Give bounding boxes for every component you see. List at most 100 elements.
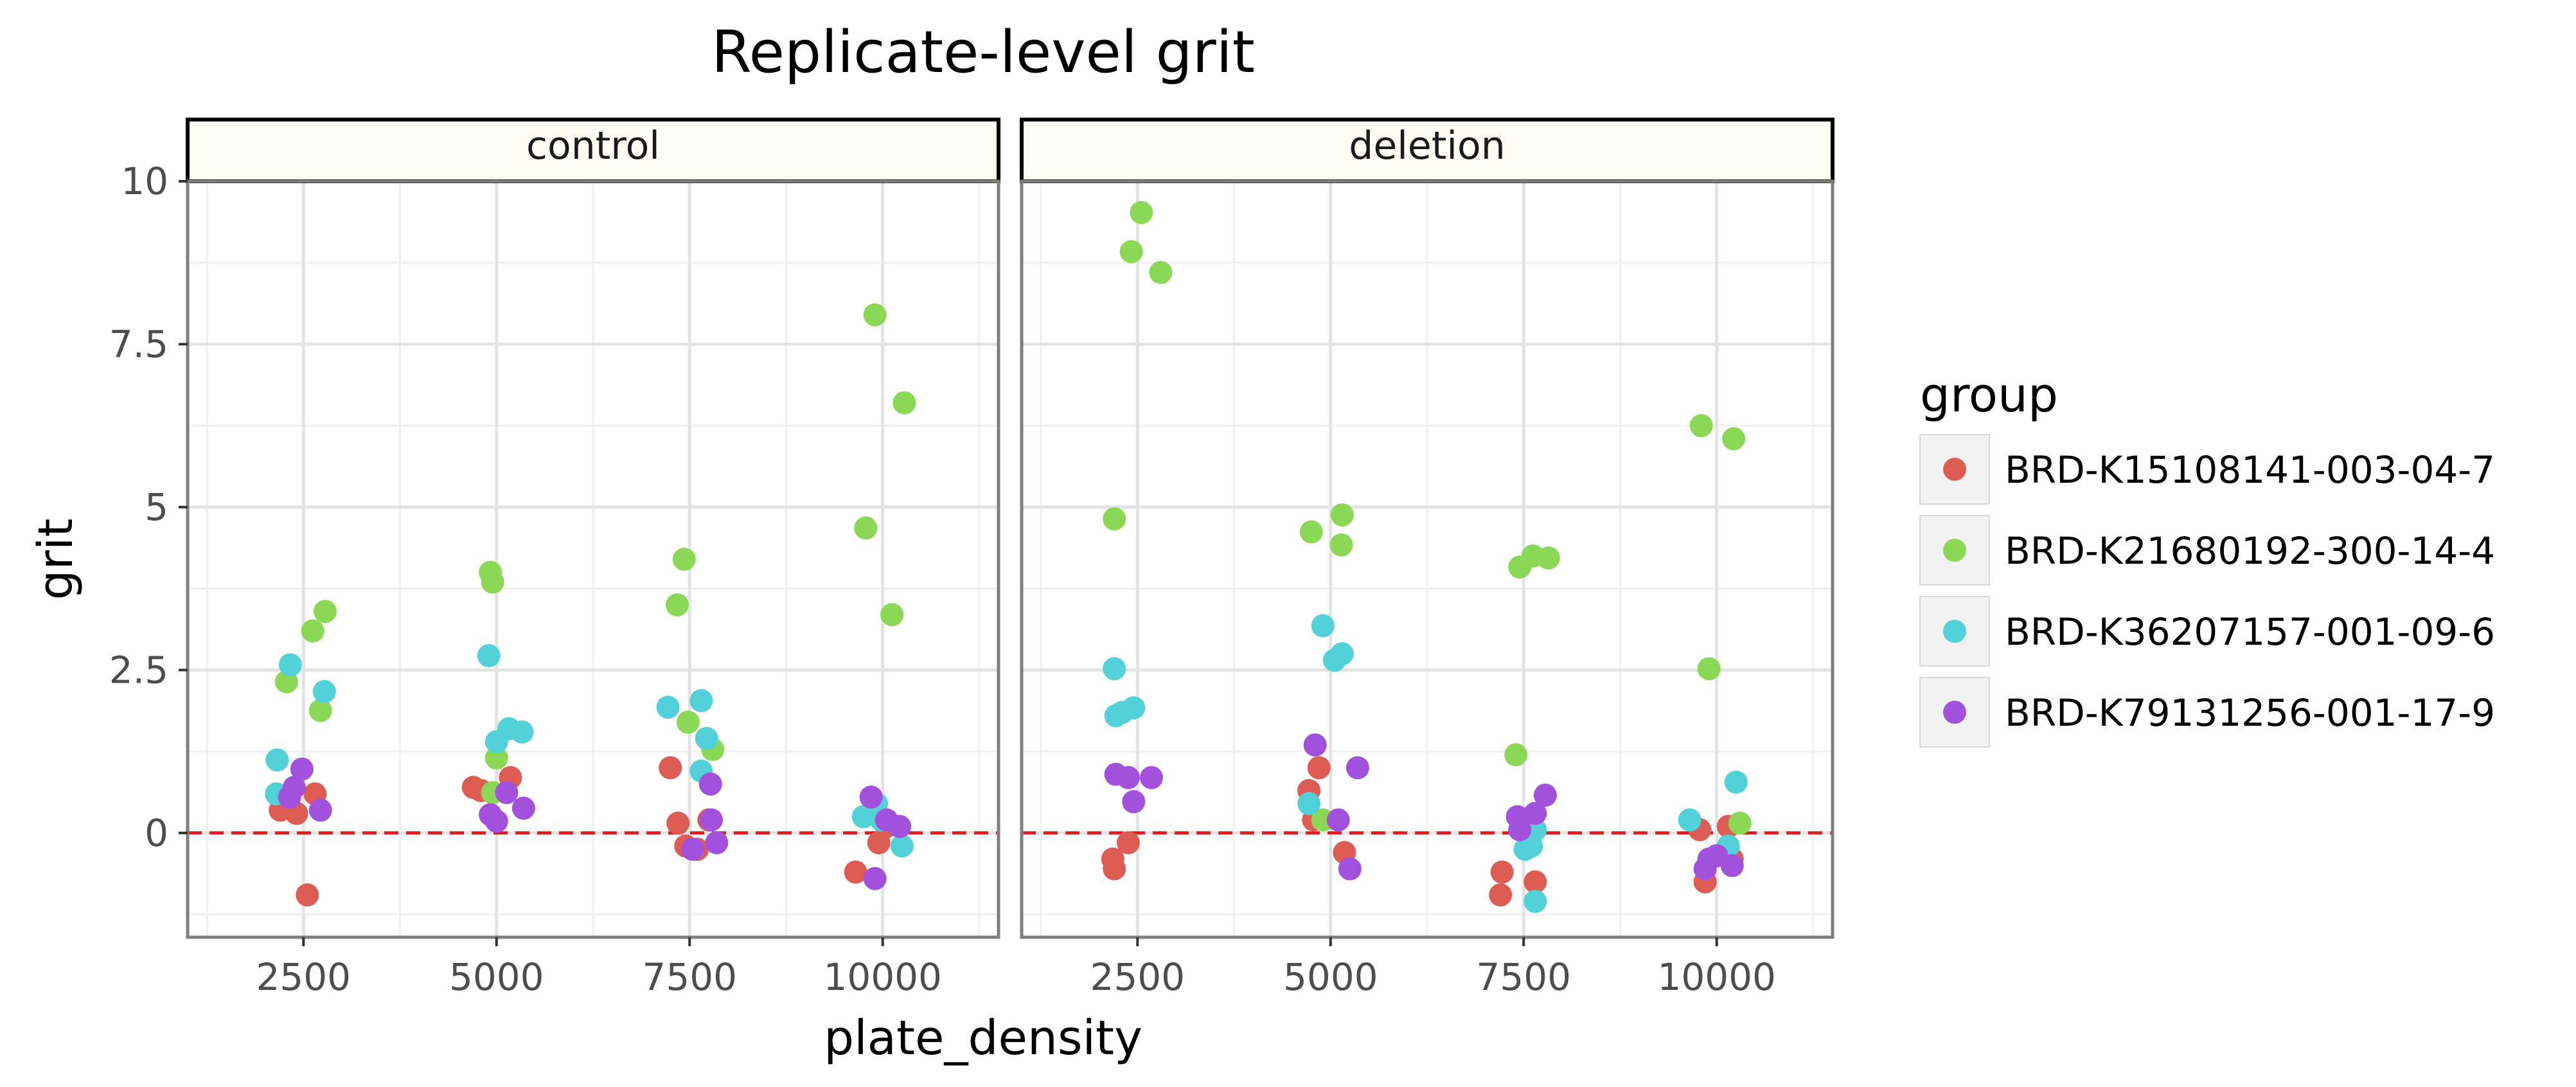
data-point bbox=[484, 746, 508, 770]
data-point bbox=[1116, 766, 1140, 789]
data-point bbox=[1139, 766, 1163, 789]
data-point bbox=[1523, 802, 1547, 825]
data-point bbox=[888, 814, 912, 838]
data-point bbox=[1728, 811, 1752, 835]
data-point bbox=[1303, 733, 1327, 757]
y-tick-label: 5 bbox=[145, 485, 168, 529]
data-point bbox=[863, 303, 887, 327]
data-point bbox=[659, 756, 682, 780]
data-point bbox=[1130, 201, 1153, 224]
data-point bbox=[1122, 696, 1146, 720]
y-tick-label: 0 bbox=[145, 811, 168, 855]
y-axis-label: grit bbox=[28, 519, 84, 600]
data-point bbox=[1489, 883, 1513, 907]
data-point bbox=[290, 757, 314, 781]
data-point bbox=[312, 679, 336, 703]
data-point bbox=[1722, 427, 1746, 451]
data-point bbox=[313, 600, 337, 624]
data-point bbox=[666, 811, 690, 835]
legend-items: BRD-K15108141-003-04-7 BRD-K21680192-300-… bbox=[1919, 434, 2495, 748]
x-tick-label: 5000 bbox=[449, 955, 544, 999]
facet-panel-control: control bbox=[186, 118, 1000, 939]
data-point bbox=[1103, 657, 1126, 681]
data-point bbox=[1338, 857, 1362, 881]
facet-label-control: control bbox=[526, 123, 660, 168]
panel-border bbox=[1020, 179, 1834, 939]
legend-swatch bbox=[1943, 539, 1966, 562]
data-point bbox=[666, 593, 689, 616]
data-point bbox=[1116, 831, 1140, 854]
data-point bbox=[1330, 642, 1354, 665]
data-point bbox=[656, 696, 680, 719]
data-point bbox=[1724, 770, 1748, 794]
legend-label: BRD-K79131256-001-17-9 bbox=[2005, 691, 2495, 735]
data-point bbox=[1720, 854, 1744, 877]
data-point bbox=[1330, 503, 1354, 527]
data-point bbox=[308, 798, 332, 822]
data-point bbox=[1346, 756, 1369, 780]
y-tick-label: 2.5 bbox=[109, 648, 168, 692]
data-point bbox=[1307, 756, 1331, 780]
data-point bbox=[1490, 860, 1514, 884]
data-point bbox=[705, 831, 729, 854]
data-point bbox=[1533, 783, 1557, 807]
x-axis-label: plate_density bbox=[824, 1011, 1142, 1066]
x-tick-label: 2500 bbox=[1090, 955, 1185, 999]
data-point bbox=[1103, 857, 1126, 881]
data-point bbox=[699, 808, 723, 832]
x-tick-label: 10000 bbox=[823, 955, 942, 999]
data-point bbox=[689, 688, 713, 712]
x-tick-label: 7500 bbox=[642, 955, 737, 999]
data-point bbox=[1103, 507, 1126, 531]
legend-swatch bbox=[1943, 701, 1966, 724]
data-point bbox=[1119, 240, 1143, 264]
data-point bbox=[1678, 808, 1701, 832]
data-point bbox=[265, 748, 289, 772]
x-tick-label: 7500 bbox=[1476, 955, 1571, 999]
legend-swatch bbox=[1943, 620, 1966, 643]
data-point bbox=[1523, 890, 1547, 913]
data-point bbox=[1689, 414, 1713, 438]
legend-swatch bbox=[1943, 458, 1966, 481]
data-point bbox=[1329, 533, 1353, 557]
data-point bbox=[1122, 790, 1146, 814]
panel-points bbox=[1101, 201, 1752, 913]
data-point bbox=[672, 548, 696, 571]
facet-strip-deletion bbox=[1020, 118, 1834, 183]
data-point bbox=[1311, 614, 1335, 638]
x-axis: 2500 5000 7500 10000 2500 5000 7500 10000 bbox=[256, 937, 1776, 999]
data-point bbox=[296, 883, 319, 907]
panel-border bbox=[186, 179, 1000, 939]
data-point bbox=[1536, 546, 1560, 570]
data-point bbox=[863, 867, 887, 890]
data-point bbox=[282, 775, 306, 799]
y-axis: 0 2.5 5 7.5 10 bbox=[109, 159, 188, 855]
facet-label-deletion: deletion bbox=[1349, 123, 1506, 168]
data-point bbox=[859, 786, 883, 809]
x-tick-label: 5000 bbox=[1283, 955, 1378, 999]
data-point bbox=[484, 809, 508, 833]
data-point bbox=[1149, 260, 1173, 284]
facet-panel-deletion: deletion bbox=[1020, 118, 1834, 939]
y-tick-label: 7.5 bbox=[109, 322, 168, 366]
data-point bbox=[893, 391, 916, 415]
legend-label: BRD-K15108141-003-04-7 bbox=[2005, 448, 2495, 492]
data-point bbox=[278, 653, 302, 677]
chart-title: Replicate-level grit bbox=[711, 19, 1255, 86]
legend-title: group bbox=[1920, 368, 2058, 423]
data-point bbox=[1504, 743, 1528, 767]
data-point bbox=[1299, 520, 1323, 544]
legend-label: BRD-K36207157-001-09-6 bbox=[2005, 610, 2495, 654]
data-point bbox=[880, 603, 904, 627]
data-point bbox=[495, 780, 519, 804]
data-point bbox=[511, 796, 535, 820]
data-point bbox=[301, 619, 324, 643]
data-point bbox=[477, 644, 501, 668]
data-point bbox=[308, 699, 332, 723]
data-point bbox=[1697, 657, 1721, 681]
data-point bbox=[676, 710, 700, 734]
data-point bbox=[1297, 792, 1321, 816]
data-point bbox=[681, 838, 705, 861]
